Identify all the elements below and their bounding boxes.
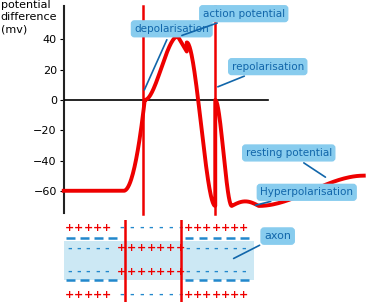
- Text: -: -: [232, 243, 237, 253]
- Text: +: +: [183, 223, 193, 233]
- Text: -: -: [159, 290, 163, 300]
- Text: +: +: [156, 243, 165, 253]
- Text: -: -: [105, 243, 109, 253]
- Text: +: +: [127, 243, 136, 253]
- Text: -: -: [120, 223, 124, 233]
- Text: -: -: [232, 267, 237, 277]
- Text: +: +: [102, 290, 111, 300]
- Text: -: -: [76, 243, 81, 253]
- Text: repolarisation: repolarisation: [218, 62, 304, 87]
- Text: +: +: [230, 290, 239, 300]
- Text: +: +: [84, 223, 93, 233]
- Text: -: -: [95, 243, 100, 253]
- Text: +: +: [230, 223, 239, 233]
- Text: +: +: [65, 223, 74, 233]
- Text: -: -: [186, 267, 190, 277]
- Text: -: -: [86, 243, 90, 253]
- Text: -: -: [149, 290, 153, 300]
- Text: -: -: [129, 223, 134, 233]
- Text: -: -: [204, 243, 209, 253]
- Text: axon: axon: [234, 231, 291, 258]
- Text: +: +: [117, 243, 126, 253]
- Text: -: -: [223, 267, 228, 277]
- Text: -: -: [168, 290, 173, 300]
- Text: +: +: [137, 243, 146, 253]
- Text: -: -: [95, 267, 100, 277]
- Text: +: +: [137, 267, 146, 277]
- Text: -: -: [129, 290, 134, 300]
- Text: -: -: [149, 223, 153, 233]
- Text: -: -: [242, 267, 246, 277]
- Text: +: +: [239, 223, 249, 233]
- Text: +: +: [193, 290, 202, 300]
- Text: -: -: [86, 267, 90, 277]
- Text: -: -: [195, 267, 200, 277]
- Text: +: +: [221, 290, 230, 300]
- Text: +: +: [202, 223, 211, 233]
- Text: action potential: action potential: [182, 9, 285, 35]
- Text: +: +: [239, 290, 249, 300]
- Text: -: -: [168, 223, 173, 233]
- Text: -: -: [67, 243, 72, 253]
- Text: -: -: [195, 243, 200, 253]
- Text: +: +: [166, 243, 176, 253]
- Text: potential
difference
(mv): potential difference (mv): [1, 0, 57, 35]
- Text: +: +: [202, 290, 211, 300]
- Text: Hyperpolarisation: Hyperpolarisation: [255, 187, 353, 205]
- Text: -: -: [67, 267, 72, 277]
- Text: -: -: [242, 243, 246, 253]
- Text: -: -: [214, 267, 218, 277]
- Text: +: +: [93, 223, 102, 233]
- Text: +: +: [74, 290, 84, 300]
- Text: +: +: [127, 267, 136, 277]
- Text: +: +: [193, 223, 202, 233]
- Text: +: +: [176, 267, 185, 277]
- Text: +: +: [93, 290, 102, 300]
- Text: +: +: [102, 223, 111, 233]
- Text: +: +: [176, 243, 185, 253]
- Text: +: +: [183, 290, 193, 300]
- Text: +: +: [211, 223, 220, 233]
- Text: -: -: [214, 243, 218, 253]
- Text: +: +: [117, 267, 126, 277]
- Text: +: +: [147, 243, 156, 253]
- Text: -: -: [186, 243, 190, 253]
- Text: -: -: [178, 223, 183, 233]
- Text: -: -: [139, 223, 144, 233]
- Text: +: +: [221, 223, 230, 233]
- Bar: [64, 241, 254, 280]
- Text: -: -: [223, 243, 228, 253]
- Text: -: -: [105, 267, 109, 277]
- Text: +: +: [211, 290, 220, 300]
- Text: +: +: [156, 267, 165, 277]
- Text: -: -: [159, 223, 163, 233]
- Text: -: -: [178, 290, 183, 300]
- Text: +: +: [166, 267, 176, 277]
- Text: -: -: [76, 267, 81, 277]
- Text: -: -: [120, 290, 124, 300]
- Text: -: -: [204, 267, 209, 277]
- Text: +: +: [65, 290, 74, 300]
- Text: +: +: [147, 267, 156, 277]
- Text: +: +: [84, 290, 93, 300]
- Text: +: +: [74, 223, 84, 233]
- Text: resting potential: resting potential: [246, 148, 332, 177]
- Text: depolarisation: depolarisation: [134, 24, 209, 90]
- Text: -: -: [139, 290, 144, 300]
